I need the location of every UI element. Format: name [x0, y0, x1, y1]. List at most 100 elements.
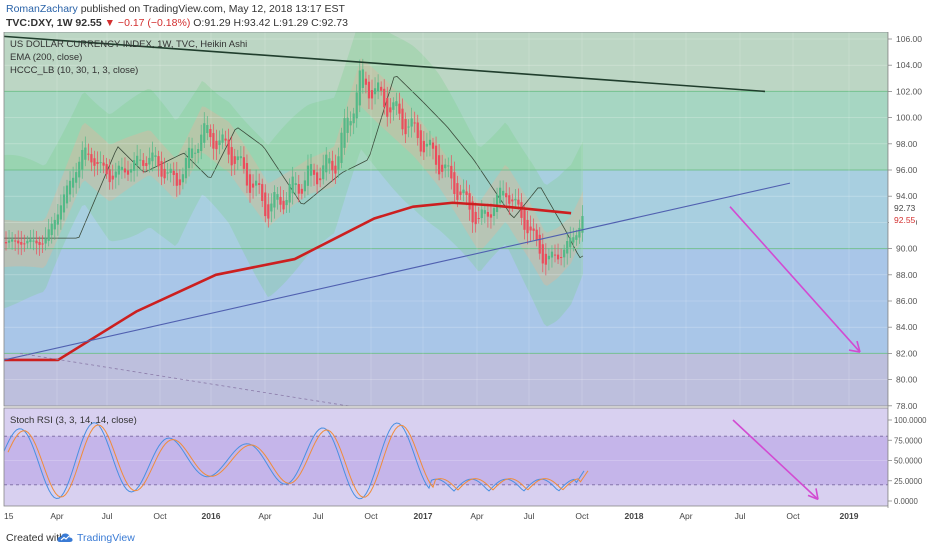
main-pane-title: US DOLLAR CURRENCY INDEX, 1W, TVC, Heiki…	[10, 39, 247, 50]
candle-body	[575, 235, 578, 240]
stoch-projection-arrow-head	[807, 488, 819, 501]
candle-body	[453, 172, 456, 194]
candle-body	[105, 164, 108, 175]
candle-body	[556, 254, 560, 260]
candle-body	[541, 244, 544, 264]
price-tick-label: 106.00	[896, 34, 922, 44]
candle-body	[136, 155, 139, 166]
candle-body	[550, 251, 554, 258]
dashed-trendline	[19, 353, 352, 406]
candle-body	[358, 70, 361, 106]
candle-body	[312, 169, 316, 175]
candle-body	[7, 240, 11, 243]
candle-body	[465, 191, 468, 195]
time-tick-label: Jul	[524, 511, 535, 521]
candle-body	[297, 184, 300, 194]
candle-body	[169, 168, 172, 173]
candle-body	[224, 138, 227, 141]
candle-body	[194, 152, 197, 154]
candle-body	[285, 200, 288, 206]
candle-body	[99, 162, 102, 164]
candle-body	[200, 134, 203, 152]
last-price-label: 92.55	[894, 215, 916, 225]
tradingview-cloud-icon	[57, 533, 73, 542]
candle-body	[495, 194, 499, 213]
candle-body	[526, 219, 529, 234]
author-link[interactable]: RomanZachary	[6, 3, 78, 15]
candle-body	[282, 200, 285, 210]
candle-body	[172, 170, 175, 175]
projection-arrow	[729, 206, 861, 353]
stoch-tick-label: 25.0000	[894, 477, 923, 486]
candle-body	[181, 174, 184, 183]
candle-body	[380, 86, 383, 91]
candle-body	[175, 172, 178, 186]
candle-body	[581, 216, 584, 233]
candle-body	[129, 169, 133, 173]
candle-body	[62, 194, 66, 213]
candle-body	[56, 214, 59, 225]
candle-body	[578, 227, 581, 238]
candle-body	[236, 156, 239, 161]
candle-body	[212, 133, 215, 149]
descending-trendline	[4, 35, 766, 93]
candle-body	[279, 196, 282, 205]
candle-body	[303, 180, 306, 192]
candle-body	[367, 81, 371, 99]
price-tick-label: 100.00	[896, 113, 922, 123]
candle-body	[187, 147, 191, 169]
candle-body	[300, 188, 303, 194]
time-tick-label: 2017	[414, 511, 433, 521]
chart-area[interactable]: 106.00 104.00 102.00 100.00 98.00 96.00 94.00 9…	[0, 32, 932, 528]
candle-body	[59, 205, 62, 220]
price-zone-4	[4, 353, 888, 406]
candle-body	[398, 103, 401, 114]
candle-body	[44, 238, 47, 244]
candle-body	[123, 168, 127, 173]
candle-body	[566, 241, 569, 254]
ohlc-values: O:91.29 H:93.42 L:91.29 C:92.73	[193, 17, 348, 29]
candle-body	[325, 154, 328, 173]
candle-body	[438, 155, 441, 175]
price-tick-label: 102.00	[896, 86, 922, 96]
candle-body	[87, 153, 90, 155]
candle-body	[270, 203, 273, 212]
tradingview-brand[interactable]: TradingView	[77, 532, 135, 544]
candle-body	[197, 149, 200, 154]
candle-body	[523, 210, 526, 230]
ema-200-line	[4, 201, 572, 362]
candle-body	[276, 194, 279, 200]
candle-body	[392, 102, 395, 110]
candle-body	[209, 129, 212, 138]
candle-body	[215, 140, 218, 150]
time-tick-label: 15	[4, 511, 14, 521]
time-tick-label: Oct	[364, 511, 378, 521]
candle-body	[26, 240, 29, 244]
candle-body	[334, 165, 337, 174]
candle-body	[373, 88, 377, 95]
candle-body	[294, 183, 297, 185]
candle-body	[486, 211, 489, 217]
candle-body	[477, 218, 480, 220]
candle-body	[331, 160, 334, 171]
candle-body	[471, 201, 474, 223]
channel-inner-band	[4, 57, 583, 286]
candle-body	[468, 193, 471, 210]
price-tick-label: 82.00	[896, 348, 918, 358]
last-price-bg	[889, 214, 916, 227]
candle-body	[492, 208, 496, 216]
candle-body	[508, 195, 511, 204]
time-tick-label: 2018	[625, 511, 644, 521]
candle-body	[160, 161, 163, 177]
candle-body	[258, 183, 261, 185]
candle-body	[81, 149, 84, 170]
candle-body	[480, 209, 483, 219]
price-zone-3	[4, 248, 888, 354]
price-tick-label: 104.00	[896, 60, 922, 70]
candle-body	[35, 240, 38, 244]
candle-body	[517, 199, 520, 205]
stoch-projection-arrow	[732, 419, 819, 500]
candle-body	[483, 210, 486, 214]
candle-body	[65, 185, 69, 204]
candle-body	[377, 82, 380, 92]
